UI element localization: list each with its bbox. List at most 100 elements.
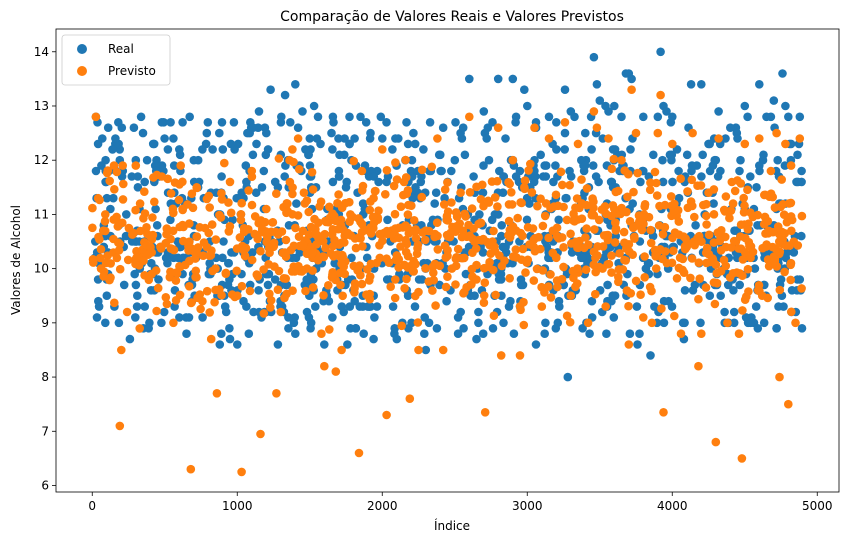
data-point-previsto [682, 242, 692, 252]
data-point-real [160, 134, 169, 143]
data-point-previsto [520, 183, 529, 192]
data-point-real [302, 275, 312, 284]
data-point-real [552, 118, 561, 127]
data-point-previsto [504, 216, 514, 226]
data-point-real [759, 150, 768, 160]
data-point-previsto [346, 210, 355, 219]
x-tick-label: 5000 [802, 499, 833, 513]
data-point-real [488, 324, 498, 333]
data-point-previsto [191, 266, 201, 276]
data-point-real [608, 291, 617, 301]
data-point-previsto [661, 247, 670, 256]
data-point-previsto [476, 218, 486, 228]
data-point-previsto [409, 216, 419, 225]
data-point-previsto [374, 206, 383, 215]
data-point-previsto [378, 236, 387, 246]
data-point-real [198, 313, 207, 322]
data-point-real [705, 291, 715, 301]
data-point-previsto [382, 166, 392, 175]
data-point-previsto [311, 229, 320, 239]
data-point-real [350, 134, 359, 143]
data-point-previsto [706, 257, 715, 267]
data-point-previsto [631, 276, 641, 286]
data-point-real [509, 329, 519, 339]
data-point-previsto [474, 235, 484, 245]
data-point-real [382, 177, 391, 187]
data-point-real [743, 112, 752, 122]
data-point-previsto [166, 189, 176, 198]
data-point-previsto [205, 203, 214, 212]
data-point-real [388, 302, 398, 311]
data-point-real [501, 134, 510, 143]
data-point-previsto [351, 243, 361, 253]
data-point-real [609, 313, 619, 322]
data-point-previsto [639, 313, 648, 322]
data-point-previsto [337, 203, 347, 212]
data-point-real [411, 183, 420, 192]
data-point-previsto [143, 250, 153, 259]
data-point-previsto [179, 236, 188, 246]
data-point-previsto [390, 209, 400, 219]
data-point-previsto [265, 289, 274, 299]
data-point-real [461, 269, 471, 279]
data-point-previsto [610, 238, 620, 247]
data-point-previsto [404, 200, 413, 210]
data-point-real [184, 313, 194, 322]
data-point-previsto [736, 220, 746, 229]
data-point-real [453, 329, 463, 339]
data-point-previsto [443, 232, 453, 241]
data-point-previsto [318, 237, 328, 246]
data-point-previsto [559, 262, 568, 272]
data-point-real [217, 329, 226, 339]
data-point-previsto [106, 259, 115, 268]
data-point-previsto [142, 241, 151, 250]
data-point-previsto [369, 193, 378, 203]
data-point-previsto [191, 248, 200, 257]
data-point-previsto [627, 85, 636, 94]
data-point-previsto [690, 240, 699, 250]
data-point-previsto [776, 202, 785, 212]
data-point-previsto [505, 274, 514, 283]
data-point-previsto [375, 253, 385, 263]
data-point-real [328, 112, 338, 122]
data-point-previsto [743, 185, 752, 195]
data-point-previsto [786, 212, 796, 221]
data-point-real [157, 318, 166, 328]
data-point-previsto [559, 243, 568, 252]
data-point-previsto [358, 242, 367, 251]
data-point-previsto [411, 291, 420, 301]
data-point-previsto [386, 282, 396, 292]
data-point-previsto [396, 242, 405, 251]
data-point-previsto [245, 286, 255, 296]
data-point-previsto [620, 238, 629, 247]
y-axis-label: Valores de Alcohol [9, 205, 23, 315]
data-point-previsto [552, 276, 562, 285]
data-point-real [229, 118, 239, 127]
data-point-previsto [688, 128, 697, 138]
data-point-real [225, 324, 234, 333]
data-point-previsto [625, 217, 635, 226]
data-point-real [291, 80, 300, 89]
data-point-previsto [753, 210, 762, 220]
data-point-real [797, 231, 806, 241]
data-point-previsto [589, 107, 599, 116]
data-point-previsto [266, 303, 275, 312]
data-point-real [649, 150, 658, 160]
data-point-previsto [697, 329, 706, 339]
data-point-previsto [591, 289, 600, 299]
data-point-previsto [110, 185, 119, 194]
data-point-previsto [525, 240, 534, 249]
data-point-previsto [610, 204, 619, 214]
data-point-previsto [198, 251, 208, 260]
data-point-previsto [192, 183, 201, 192]
y-tick-label: 13 [34, 99, 49, 113]
data-point-previsto [637, 225, 647, 235]
data-point-real [726, 123, 735, 132]
data-point-real [780, 161, 790, 170]
data-point-previsto [442, 211, 452, 221]
data-point-previsto [486, 249, 496, 258]
data-point-previsto [721, 242, 731, 252]
data-point-real [320, 340, 329, 349]
data-point-previsto [185, 282, 194, 291]
data-point-previsto [672, 274, 682, 283]
